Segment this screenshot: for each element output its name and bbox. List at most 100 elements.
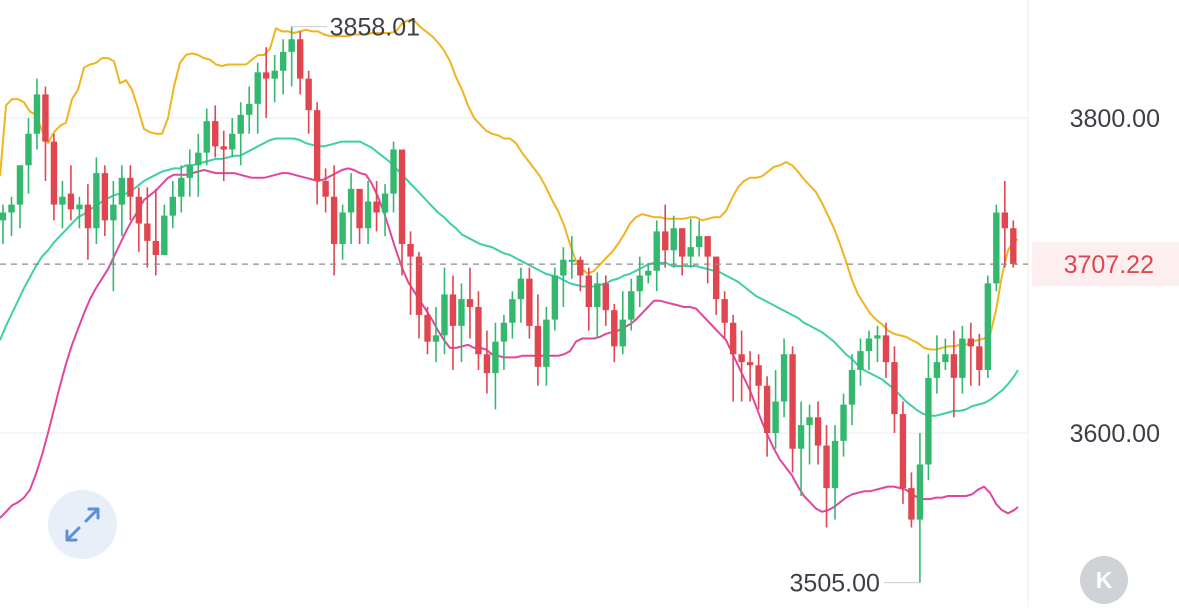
candle-body — [509, 299, 516, 323]
candle-body — [305, 78, 312, 111]
candle-body — [186, 165, 193, 178]
candle-body — [296, 39, 304, 79]
candle-body — [882, 335, 890, 363]
candle-body — [364, 201, 372, 229]
candle-body — [865, 338, 873, 352]
candle-body — [93, 173, 100, 229]
candle-body — [891, 362, 898, 415]
candle-body — [636, 275, 643, 292]
candle-body — [339, 212, 346, 244]
candle-body — [313, 110, 321, 181]
middle-band-line — [0, 137, 1019, 417]
candle-body — [135, 196, 143, 224]
candle-body — [59, 196, 66, 205]
grid-lines — [0, 0, 1029, 607]
candle-body — [925, 377, 932, 465]
candle-body — [381, 193, 389, 213]
candle-body — [458, 299, 465, 326]
candle-body — [687, 247, 694, 257]
candle-body — [933, 362, 941, 378]
candle-body — [560, 259, 567, 276]
candle-body — [797, 425, 805, 449]
candle-body — [534, 325, 542, 367]
candle-body — [670, 228, 677, 251]
candle-body — [916, 464, 924, 520]
candle-body — [246, 103, 253, 115]
candle-body — [942, 354, 949, 363]
candle-body — [161, 215, 168, 256]
candle-body — [229, 133, 236, 150]
candle-body — [645, 270, 652, 276]
candle-body — [840, 404, 847, 441]
expand-arrows-icon — [65, 507, 100, 542]
candle-body — [212, 121, 219, 147]
candle-body — [288, 39, 295, 52]
k-line-button[interactable]: K — [1080, 556, 1128, 604]
candle-body — [25, 133, 32, 166]
expand-chart-button[interactable] — [48, 490, 117, 559]
candle-body — [432, 335, 440, 342]
candle-body — [908, 488, 915, 520]
candle-body — [780, 354, 788, 402]
candle-body — [585, 275, 593, 307]
current-price-label: 3707.22 — [1064, 251, 1154, 279]
price-axis: 3800.00 3600.00 3707.22 — [1032, 105, 1179, 448]
candle-body — [695, 236, 703, 248]
candle-body — [857, 351, 864, 370]
candle-body — [976, 346, 983, 370]
candle-body — [568, 259, 576, 262]
candle-body — [492, 341, 499, 374]
candle-body — [390, 149, 397, 194]
candle-body — [407, 244, 414, 257]
candle-body — [347, 188, 355, 213]
candle-body — [84, 204, 92, 229]
candle-body — [262, 72, 270, 79]
candle-body — [594, 283, 601, 307]
candle-body — [806, 417, 813, 426]
candle-body — [763, 385, 771, 433]
candle-body — [356, 188, 363, 229]
candle-body — [76, 204, 83, 210]
candle-body — [577, 259, 584, 276]
candle-body — [874, 335, 881, 339]
k-letter-icon: K — [1096, 567, 1113, 593]
candle-body — [721, 299, 728, 323]
candle-body — [611, 310, 618, 347]
candle-body — [101, 173, 109, 221]
candle-body — [466, 299, 474, 307]
candle-body — [517, 278, 525, 300]
candle-body — [152, 240, 160, 256]
candle-body — [127, 177, 134, 197]
candle-body — [712, 256, 720, 300]
candle-body — [424, 314, 431, 342]
candle-body — [772, 401, 779, 433]
candle-body — [653, 231, 660, 271]
candle-body — [449, 294, 457, 326]
candle-body — [322, 181, 329, 197]
candle-body — [279, 51, 287, 71]
candle-body — [67, 193, 75, 210]
candle-body — [118, 177, 126, 205]
candle-body — [398, 149, 406, 244]
candle-body — [551, 275, 559, 320]
k-label: K — [1096, 567, 1113, 593]
candle-body — [814, 417, 822, 446]
candle-body — [42, 94, 49, 142]
candle-body — [602, 283, 609, 311]
candle-body — [950, 354, 958, 378]
candle-body — [415, 256, 423, 315]
candle-body — [178, 177, 185, 197]
candle-body — [8, 204, 15, 213]
candle-body — [271, 70, 278, 79]
candle-body — [220, 146, 227, 150]
candle-body — [679, 228, 686, 257]
candle-body — [330, 196, 338, 244]
bollinger-bands — [0, 19, 1019, 519]
candle-body — [848, 370, 856, 405]
y-tick-label: 3600.00 — [1070, 420, 1160, 448]
candle-body — [543, 319, 550, 367]
high-annotation: 3858.01 — [330, 14, 420, 42]
candles — [0, 26, 1017, 583]
candle-body — [628, 291, 635, 320]
